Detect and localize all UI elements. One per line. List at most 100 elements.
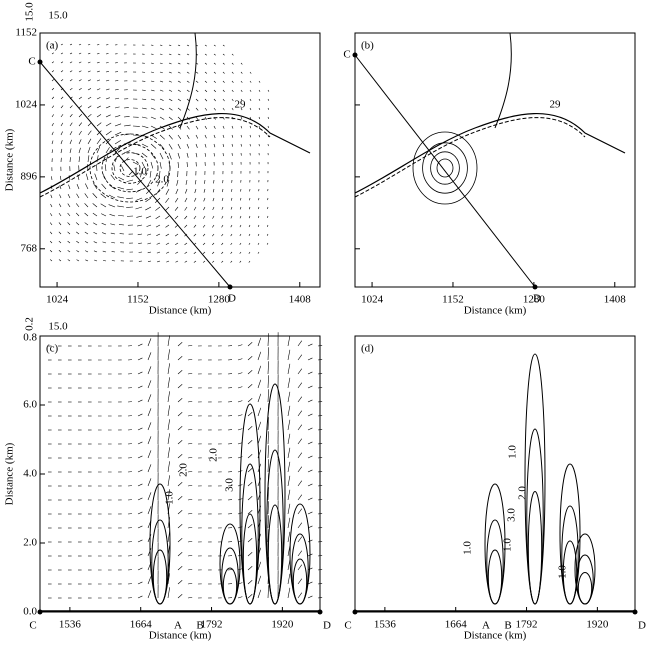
wind-vector: [204, 53, 207, 56]
corner-label: 15.0: [24, 2, 36, 22]
wind-vector: [93, 183, 98, 190]
wind-vector: [177, 524, 183, 529]
wind-vector: [249, 71, 252, 74]
wind-vector: [203, 206, 206, 211]
wind-vector: [165, 206, 170, 211]
wind-vector: [168, 161, 171, 169]
wind-vector: [187, 582, 193, 585]
wind-vector: [266, 242, 269, 245]
wind-vector: [78, 52, 82, 55]
x-tick-label: 1024: [46, 294, 69, 306]
wind-vector: [213, 62, 216, 65]
wind-vector: [96, 130, 102, 136]
wind-vector: [247, 426, 253, 431]
wind-vector: [132, 152, 140, 155]
wind-vector: [137, 497, 143, 501]
wind-vector: [204, 125, 207, 130]
wind-vector: [150, 134, 157, 139]
wind-vector: [145, 197, 152, 203]
wind-vector: [121, 165, 125, 172]
wind-vector: [297, 396, 303, 403]
wind-vector: [186, 161, 188, 168]
wind-vector: [297, 592, 303, 599]
wind-vector: [147, 179, 152, 186]
wind-vector: [49, 240, 53, 244]
wind-vector: [257, 393, 262, 403]
wind-vector: [222, 89, 225, 93]
wind-vector: [175, 260, 179, 263]
x-tick-label: 1664: [130, 619, 153, 631]
wind-vector: [114, 131, 122, 136]
wind-vector: [87, 96, 92, 100]
wind-vector: [237, 596, 243, 599]
wind-vector: [147, 366, 152, 375]
wind-vector: [78, 96, 82, 100]
wind-vector: [247, 454, 253, 459]
wind-vector: [167, 517, 170, 529]
wind-vector: [101, 213, 107, 217]
wind-vector: [78, 105, 83, 109]
wind-vector: [287, 489, 291, 501]
end-label: D: [323, 620, 331, 632]
contour-label: 1.0: [164, 491, 176, 505]
panel-label: (d): [361, 343, 374, 355]
wind-vector: [257, 351, 262, 361]
wind-vector: [267, 515, 269, 529]
wind-vector: [147, 478, 152, 487]
wind-vector: [87, 138, 92, 145]
y-tick-label: 1024: [15, 98, 38, 110]
wind-vector: [141, 98, 147, 101]
wind-vector: [177, 552, 183, 557]
wind-vector: [297, 550, 303, 557]
wind-vector: [92, 203, 98, 208]
wind-vector: [67, 231, 71, 235]
wind-vector: [204, 179, 206, 184]
wind-vector: [167, 489, 170, 501]
wind-vector: [58, 259, 62, 262]
wind-vector: [237, 554, 243, 557]
panel: (c) 1536 1664 1792 1920 0.0 2.0 4.0 6.0 0.8 Distan…: [4, 332, 331, 642]
wind-vector: [257, 491, 262, 501]
wind-vector: [147, 534, 152, 543]
wind-vector: [213, 80, 216, 83]
wind-vector: [177, 496, 183, 501]
wind-vector: [92, 212, 98, 217]
wind-vector: [247, 370, 253, 375]
wind-vector: [117, 186, 125, 190]
wind-vector: [237, 456, 243, 459]
wind-vector: [267, 375, 269, 389]
wind-vector: [67, 222, 71, 226]
wind-vector: [187, 498, 193, 501]
wind-vector: [258, 197, 260, 201]
wind-vector: [155, 197, 161, 203]
wind-vector: [193, 260, 197, 263]
wind-vector: [137, 511, 143, 515]
wind-vector: [167, 391, 170, 403]
y-tick-label: 1152: [15, 27, 37, 39]
wind-vector: [78, 122, 83, 127]
wind-vector: [307, 399, 313, 403]
wind-vector: [136, 188, 143, 193]
wind-vector: [203, 197, 206, 202]
wind-vector: [297, 410, 303, 417]
wind-vector: [137, 441, 143, 445]
wind-vector: [177, 468, 183, 473]
wind-vector: [231, 53, 234, 56]
wind-vector: [248, 233, 251, 237]
wind-vector: [222, 134, 225, 138]
wind-vector: [67, 203, 71, 208]
wind-vector: [78, 130, 82, 136]
wind-vector: [50, 194, 53, 199]
wind-vector: [69, 105, 73, 109]
wind-vector: [213, 53, 216, 56]
wind-vector: [237, 582, 243, 585]
wind-vector: [58, 240, 62, 244]
wind-vector: [187, 554, 193, 557]
wind-vector: [204, 134, 207, 139]
wind-vector: [150, 116, 156, 120]
wind-vector: [87, 88, 92, 91]
wind-vector: [60, 131, 63, 136]
contour-label: 29: [235, 99, 247, 111]
wind-vector: [159, 125, 165, 130]
wind-vector: [307, 567, 313, 571]
